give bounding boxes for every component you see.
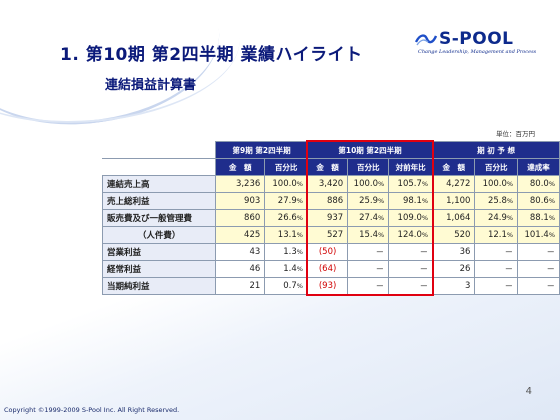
column-header: 対前年比 [388, 158, 434, 176]
table-cell: 80.0% [517, 175, 560, 193]
slide-subtitle: 連結損益計算書 [105, 78, 197, 93]
table-cell: 101.4% [517, 226, 560, 244]
table-cell: 425 [215, 226, 266, 244]
table-cell: 100.0% [347, 175, 390, 193]
row-label: 販売費及び一般管理費 [101, 209, 217, 227]
group-header: 第10期 第2四半期 [306, 141, 434, 159]
table-cell: 98.1% [388, 192, 434, 210]
row-label: 連結売上高 [101, 175, 217, 193]
company-logo: S-POOL Change Leadership, Management and… [415, 29, 536, 60]
table-cell: － [517, 260, 560, 278]
table-cell: － [517, 243, 560, 261]
group-header: 期 初 予 想 [432, 141, 560, 159]
slide-title: 1. 第10期 第2四半期 業績ハイライト [60, 45, 363, 65]
table-cell: 124.0% [388, 226, 434, 244]
table-cell: 4,272 [432, 175, 476, 193]
column-header: 百分比 [264, 158, 308, 176]
table-cell: 3,236 [215, 175, 266, 193]
table-row: 販売費及び一般管理費 860 26.6% 937 27.4% 109.0% 1,064 24.… [101, 209, 560, 227]
table-cell: (93) [306, 277, 349, 295]
table-cell: 109.0% [388, 209, 434, 227]
table-cell: 1.3% [264, 243, 308, 261]
table-row: 経常利益 46 1.4% (64) －－ 26 －－ [101, 260, 560, 278]
table-cell: 886 [306, 192, 349, 210]
column-header: 金 額 [306, 158, 349, 176]
table-row: 当期純利益 21 0.7% (93) －－ 3 －－ [101, 277, 560, 295]
table-cell: － [347, 260, 390, 278]
table-cell: － [347, 277, 390, 295]
group-header: 第9期 第2四半期 [215, 141, 308, 159]
table-cell: 25.8% [474, 192, 519, 210]
column-header: 百分比 [474, 158, 519, 176]
table-cell: 3 [432, 277, 476, 295]
copyright-notice: Copyright ©1999-2009 S-Pool Inc. All Rig… [4, 406, 180, 414]
table-cell: 15.4% [347, 226, 390, 244]
logo-tagline: Change Leadership, Management and Proces… [418, 49, 537, 55]
table-cell: － [388, 260, 434, 278]
row-label: （人件費） [101, 226, 217, 244]
table-cell: 26 [432, 260, 476, 278]
table-cell: 1.4% [264, 260, 308, 278]
unit-label: 単位：百万円 [496, 130, 535, 138]
table-cell: － [388, 243, 434, 261]
table-cell: 100.0% [264, 175, 308, 193]
table-cell: 1,064 [432, 209, 476, 227]
table-corner [101, 158, 217, 176]
column-header: 百分比 [347, 158, 390, 176]
table-cell: 21 [215, 277, 266, 295]
table-cell: 100.0% [474, 175, 519, 193]
table-cell: 26.6% [264, 209, 308, 227]
table-cell: 12.1% [474, 226, 519, 244]
table-cell: 105.7% [388, 175, 434, 193]
table-cell: 0.7% [264, 277, 308, 295]
row-label: 営業利益 [101, 243, 217, 261]
table-cell: 80.6% [517, 192, 560, 210]
table-cell: － [474, 260, 519, 278]
table-cell: － [474, 243, 519, 261]
column-header: 金 額 [215, 158, 266, 176]
table-corner [101, 141, 217, 159]
page-number: 4 [525, 386, 532, 397]
table-cell: 903 [215, 192, 266, 210]
row-label: 当期純利益 [101, 277, 217, 295]
table-cell: 46 [215, 260, 266, 278]
row-label: 経常利益 [101, 260, 217, 278]
table-cell: 860 [215, 209, 266, 227]
table-cell: － [347, 243, 390, 261]
logo-wordmark: S-POOL [439, 29, 514, 49]
table-cell: 13.1% [264, 226, 308, 244]
table-subheader-row: 金 額 百分比 金 額 百分比 対前年比 金 額 百分比 達成率 [101, 158, 560, 176]
table-cell: 24.9% [474, 209, 519, 227]
logo-wave-icon [415, 34, 437, 46]
column-header: 金 額 [432, 158, 476, 176]
table-cell: 937 [306, 209, 349, 227]
table-cell: 27.4% [347, 209, 390, 227]
table-cell: － [388, 277, 434, 295]
income-statement-table: 第9期 第2四半期 第10期 第2四半期 期 初 予 想 金 額 百分比 金 額… [101, 141, 560, 295]
table-cell: 27.9% [264, 192, 308, 210]
table-cell: － [517, 277, 560, 295]
column-header: 達成率 [517, 158, 560, 176]
table-cell: 1,100 [432, 192, 476, 210]
table-cell: 3,420 [306, 175, 349, 193]
table-row: 営業利益 43 1.3% (50) －－ 36 －－ [101, 243, 560, 261]
table-row: 連結売上高 3,236 100.0% 3,420 100.0% 105.7% 4,272 10… [101, 175, 560, 193]
table-cell: 520 [432, 226, 476, 244]
table-cell: (64) [306, 260, 349, 278]
table-cell: (50) [306, 243, 349, 261]
table-cell: 88.1% [517, 209, 560, 227]
table-cell: 36 [432, 243, 476, 261]
table-cell: 43 [215, 243, 266, 261]
row-label: 売上総利益 [101, 192, 217, 210]
table-row: （人件費） 425 13.1% 527 15.4% 124.0% 520 12.1% 101.4… [101, 226, 560, 244]
table-group-header-row: 第9期 第2四半期 第10期 第2四半期 期 初 予 想 [101, 141, 560, 159]
table-cell: 527 [306, 226, 349, 244]
table-cell: 25.9% [347, 192, 390, 210]
table-cell: － [474, 277, 519, 295]
table-row: 売上総利益 903 27.9% 886 25.9% 98.1% 1,100 25.8% 80.6… [101, 192, 560, 210]
